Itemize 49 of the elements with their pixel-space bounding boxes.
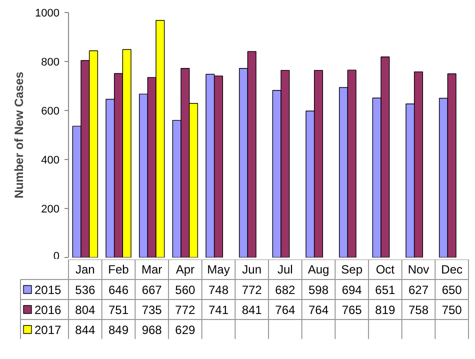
y-tick-label: 1000 [35,8,60,20]
data-label: 741 [208,303,229,317]
data-label: 765 [342,303,362,317]
legend-label: 2017 [34,323,62,337]
data-label: 650 [442,283,462,297]
data-label: 819 [375,303,396,317]
x-tick-label: Apr [176,262,195,276]
data-label: 772 [242,283,262,297]
x-tick-label: May [207,262,230,276]
data-label: 750 [442,303,462,317]
x-tick-label: Jun [242,262,262,276]
x-tick-label: Nov [408,262,430,276]
data-label: 841 [242,303,262,317]
y-tick-label: 400 [41,154,60,166]
x-tick-label: Oct [376,262,396,276]
data-label: 968 [142,323,162,337]
data-label: 804 [75,303,96,317]
x-tick-label: Aug [308,262,330,276]
data-label: 735 [142,303,162,317]
x-tick-label: Jul [277,262,293,276]
x-tick-label: Jan [75,262,95,276]
legend-label: 2016 [34,303,62,317]
data-label: 646 [108,283,129,297]
data-label: 764 [275,303,296,317]
legend-label: 2015 [34,283,62,297]
data-label: 849 [108,323,129,337]
data-label: 651 [375,283,396,297]
data-label: 627 [408,283,429,297]
data-label: 748 [208,283,229,297]
y-tick-label: 200 [41,204,60,216]
data-label: 751 [108,303,129,317]
y-tick-label: 800 [41,56,60,68]
x-tick-label: Dec [441,262,463,276]
y-tick-label: 600 [41,106,60,118]
data-label: 536 [75,283,96,297]
data-label: 598 [308,283,329,297]
data-label: 844 [75,323,96,337]
x-tick-label: Sep [341,262,363,276]
data-label: 629 [175,323,196,337]
y-axis-title: Number of New Cases [12,71,26,198]
data-label: 758 [408,303,429,317]
x-tick-label: Mar [142,262,162,276]
data-label: 764 [308,303,329,317]
x-tick-label: Feb [108,262,130,276]
data-label: 682 [275,283,296,297]
data-label: 772 [175,303,196,317]
data-label: 694 [342,283,362,297]
data-label: 560 [175,283,196,297]
data-label: 667 [142,283,162,297]
